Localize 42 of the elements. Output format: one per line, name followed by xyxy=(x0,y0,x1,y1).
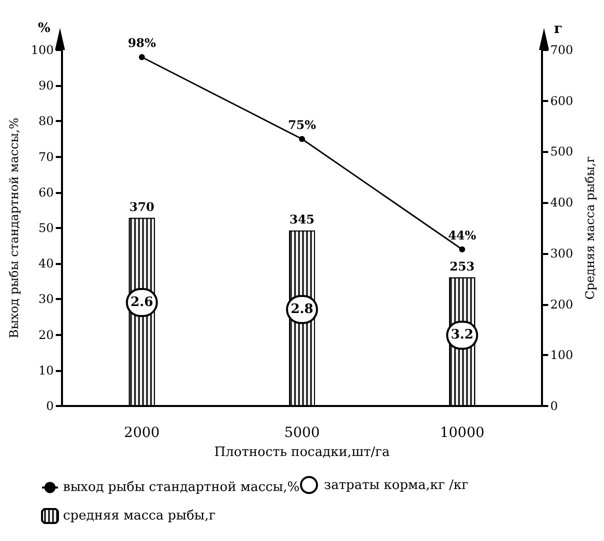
y2-tick-label: 600 xyxy=(550,94,574,108)
data-label: 253 xyxy=(450,259,475,274)
annotation: 3.2 xyxy=(450,328,474,343)
y-tick-label: 80 xyxy=(38,114,54,128)
annotation: 2.8 xyxy=(290,302,314,317)
y-tick-label: 90 xyxy=(38,78,54,93)
y-tick-label: 30 xyxy=(38,292,54,306)
y-tick-label: 40 xyxy=(38,256,54,271)
text: затраты корма,кг /кг xyxy=(324,478,468,492)
text: г xyxy=(554,21,563,37)
data-label: 75% xyxy=(288,118,317,132)
y2-axis-title: Средняя масса рыбы,г xyxy=(583,156,597,300)
x-tick-label: 2000 xyxy=(124,425,160,441)
annotation: 2.6 xyxy=(130,295,154,310)
y2-tick-label: 200 xyxy=(550,297,574,312)
y-axis-title: Выход рыбы стандартной массы,% xyxy=(7,118,21,338)
data-label: 98% xyxy=(128,36,157,50)
y-tick-label: 60 xyxy=(38,185,54,200)
data-label: 44% xyxy=(448,228,477,242)
y-tick-label: 70 xyxy=(38,150,54,164)
y-tick-label: 20 xyxy=(38,328,54,342)
y2-tick-label: 700 xyxy=(550,43,574,57)
point xyxy=(138,54,145,60)
point xyxy=(459,246,466,252)
point xyxy=(299,136,305,142)
y-tick-label: 10 xyxy=(38,363,54,378)
y2-tick-label: 0 xyxy=(550,399,558,413)
x-tick-label: 10000 xyxy=(440,425,484,441)
y2-tick-label: 100 xyxy=(550,348,574,362)
y2-tick-label: 500 xyxy=(550,144,574,159)
y-tick-label: 50 xyxy=(38,221,54,235)
data-label: 345 xyxy=(289,212,315,227)
y-tick-label: 100 xyxy=(30,43,54,57)
data-label: 370 xyxy=(129,200,154,214)
text: % xyxy=(38,21,51,36)
legend-label: выход рыбы стандартной массы,% xyxy=(63,480,300,495)
y2-tick-label: 400 xyxy=(550,196,574,210)
legend-label: средняя масса рыбы,г xyxy=(63,508,216,524)
y-tick-label: 0 xyxy=(46,399,54,413)
x-axis-title: Плотность посадки,шт/га xyxy=(214,445,390,460)
y2-tick-label: 300 xyxy=(550,246,574,260)
x-tick-label: 5000 xyxy=(284,425,320,441)
